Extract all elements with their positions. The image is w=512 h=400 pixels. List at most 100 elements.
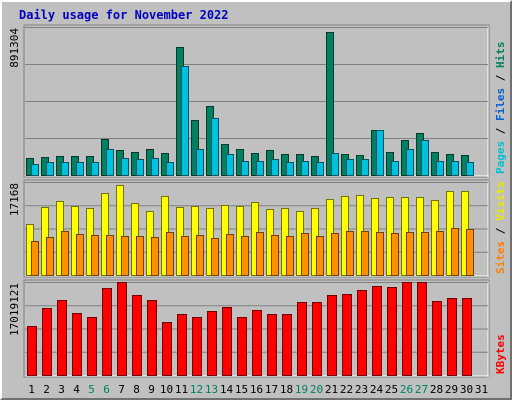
bar-sites-day-24 [376, 232, 384, 276]
bar-files-day-28 [436, 161, 444, 176]
x-tick-label: 26 [400, 383, 413, 396]
y-axis-max-label: 891304 [8, 28, 21, 68]
x-tick-label: 2 [43, 383, 50, 396]
bar-sites-day-23 [361, 231, 369, 276]
bar-kbytes-day-16 [252, 310, 262, 376]
series-files [31, 66, 474, 176]
bar-kbytes-day-19 [297, 302, 307, 376]
series-visits [26, 185, 469, 276]
bar-kbytes-day-4 [72, 313, 82, 376]
bar-files-day-7 [121, 158, 129, 176]
x-tick-label: 15 [235, 383, 248, 396]
x-tick-label: 18 [280, 383, 293, 396]
x-tick-label: 17 [265, 383, 278, 396]
x-tick-label: 4 [73, 383, 80, 396]
bar-sites-day-15 [241, 236, 249, 276]
bar-files-day-25 [391, 161, 399, 176]
bar-files-day-14 [226, 154, 234, 176]
x-tick-label: 16 [250, 383, 263, 396]
x-tick-label: 9 [148, 383, 155, 396]
bar-kbytes-day-15 [237, 317, 247, 376]
legend-kbytes: KBytes [494, 334, 507, 374]
bar-sites-day-29 [451, 228, 459, 276]
bar-files-day-8 [136, 159, 144, 176]
bar-kbytes-day-1 [27, 326, 37, 376]
bar-visits-day-7 [116, 185, 124, 276]
bar-files-day-1 [31, 164, 39, 176]
bar-kbytes-day-3 [57, 300, 67, 376]
x-tick-label: 11 [175, 383, 188, 396]
bar-kbytes-day-13 [207, 311, 217, 376]
panel-kbytes: 17019121 KBytes [8, 279, 507, 378]
bar-sites-day-20 [316, 236, 324, 276]
x-axis-day-labels: 1 2 3 4 5 6 7 8 9 10 11 12 13 14 15 16 17 18 19 20 21 22 23 24 2… [28, 383, 488, 396]
bar-sites-day-30 [466, 229, 474, 276]
legend-entry: Files [494, 88, 507, 121]
bar-sites-day-8 [136, 236, 144, 276]
legend-entry: Visits [494, 181, 507, 221]
bar-sites-day-7 [121, 236, 129, 276]
chart-title: Daily usage for November 2022 [19, 8, 229, 22]
legend-entry: / [494, 68, 507, 88]
bar-visits-day-6 [101, 193, 109, 276]
legend-entry: / [494, 221, 507, 241]
bar-sites-day-19 [301, 233, 309, 276]
bar-kbytes-day-28 [432, 301, 442, 376]
bar-sites-day-3 [61, 231, 69, 276]
bar-files-day-19 [301, 161, 309, 176]
bar-sites-day-26 [406, 232, 414, 276]
bar-sites-day-6 [106, 235, 114, 276]
bar-files-day-13 [211, 118, 219, 176]
bar-files-day-3 [61, 162, 69, 176]
legend-visits: Sites / Visits [494, 181, 507, 274]
x-tick-label: 22 [340, 383, 353, 396]
legend-entry: Hits [494, 42, 507, 69]
bar-sites-day-21 [331, 233, 339, 276]
bar-sites-day-13 [211, 238, 219, 276]
bar-sites-day-1 [31, 241, 39, 276]
bar-kbytes-day-8 [132, 295, 142, 376]
bar-files-day-10 [166, 162, 174, 176]
bar-files-day-12 [196, 149, 204, 176]
bar-files-day-15 [241, 161, 249, 176]
panel-visits: 17168 Sites / Visits [8, 179, 507, 278]
bar-files-day-26 [406, 149, 414, 176]
series-sites [31, 228, 474, 276]
x-tick-label: 8 [133, 383, 140, 396]
bar-kbytes-day-11 [177, 314, 187, 376]
bar-kbytes-day-7 [117, 282, 127, 376]
x-tick-label: 13 [205, 383, 218, 396]
legend-entry: Pages [494, 141, 507, 174]
bar-files-day-2 [46, 162, 54, 176]
x-tick-label: 10 [160, 383, 173, 396]
bar-kbytes-day-9 [147, 300, 157, 376]
x-tick-label: 21 [325, 383, 338, 396]
bar-files-day-9 [151, 158, 159, 176]
x-tick-label: 20 [310, 383, 323, 396]
bar-files-day-4 [76, 162, 84, 176]
bar-kbytes-day-2 [42, 308, 52, 376]
x-tick-label: 6 [103, 383, 110, 396]
bar-kbytes-day-5 [87, 317, 97, 376]
bar-sites-day-14 [226, 234, 234, 276]
bar-files-day-27 [421, 140, 429, 176]
x-tick-label: 5 [88, 383, 95, 396]
bar-kbytes-day-17 [267, 314, 277, 376]
bar-files-day-20 [316, 162, 324, 176]
bar-sites-day-4 [76, 234, 84, 276]
bar-sites-day-9 [151, 237, 159, 276]
bar-kbytes-day-26 [402, 282, 412, 376]
bar-sites-day-10 [166, 232, 174, 276]
legend-entry: KBytes [494, 334, 507, 374]
bar-files-day-21 [331, 153, 339, 176]
bar-sites-day-12 [196, 235, 204, 276]
bar-kbytes-day-30 [462, 298, 472, 376]
bar-sites-day-17 [271, 235, 279, 276]
bar-hits-day-12 [191, 120, 199, 176]
bar-files-day-23 [361, 159, 369, 176]
x-tick-label: 19 [295, 383, 308, 396]
x-tick-label: 7 [118, 383, 125, 396]
series-hits [26, 32, 469, 176]
bar-files-day-5 [91, 162, 99, 176]
x-tick-label: 14 [220, 383, 234, 396]
